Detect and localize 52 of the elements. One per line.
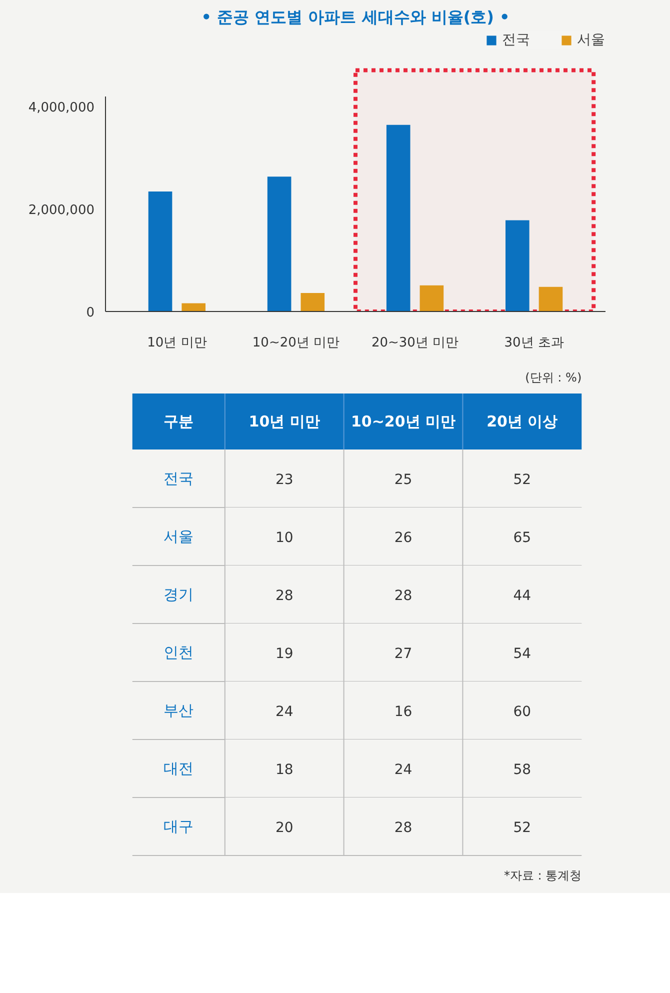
bar (538, 286, 563, 312)
data-label: 58 (513, 762, 532, 778)
x-tick-label: 20~30년 미만 (371, 336, 459, 350)
data-label: 23 (275, 472, 294, 488)
data-label: 52 (513, 820, 532, 836)
data-label: 44 (513, 588, 532, 604)
y-tick-label: 서울 (164, 528, 194, 546)
data-label: 20 (275, 820, 294, 836)
y-tick-label: 경기 (164, 586, 194, 604)
bar (300, 293, 325, 312)
data-label: 28 (394, 820, 412, 836)
x-tick-label: 10~20년 미만 (350, 412, 456, 430)
data-label: 28 (275, 588, 294, 604)
text: (단위 : %) (525, 370, 582, 384)
y-tick-label: 인천 (164, 644, 194, 662)
y-tick-label: 2,000,000 (28, 202, 95, 218)
y-tick-label: 0 (86, 306, 95, 320)
x-tick-label: 20년 이상 (486, 412, 558, 430)
bar (386, 124, 410, 312)
chart-title: • 준공 연도별 아파트 세대수와 비율(호) • (201, 8, 510, 26)
y-tick-label: 대전 (164, 760, 194, 778)
y-tick-label: 전국 (164, 470, 194, 488)
data-label: 19 (275, 646, 294, 662)
y-axis-title: 구분 (164, 412, 194, 430)
data-label: 52 (513, 472, 532, 488)
data-label: 60 (513, 704, 532, 720)
bar (148, 192, 172, 312)
x-tick-label: 10~20년 미만 (252, 336, 340, 350)
text: *자료 : 통계청 (504, 868, 582, 882)
data-label: 18 (275, 762, 294, 778)
data-label: 24 (394, 762, 412, 778)
data-label: 26 (394, 530, 412, 546)
bar (420, 285, 444, 312)
data-label: 24 (275, 704, 294, 720)
bar (182, 303, 206, 312)
data-label: 10 (275, 530, 294, 546)
legend-label: 서울 (577, 31, 605, 49)
data-label: 27 (394, 646, 412, 662)
legend-label: 전국 (502, 31, 530, 49)
x-tick-label: 30년 초과 (504, 336, 564, 350)
x-tick-label: 10년 미만 (248, 412, 320, 430)
y-tick-label: 부산 (164, 702, 194, 720)
data-label: 28 (394, 588, 412, 604)
x-tick-label: 10년 미만 (147, 336, 207, 350)
y-tick-label: 4,000,000 (28, 100, 95, 116)
data-label: 54 (513, 646, 532, 662)
data-label: 25 (394, 472, 412, 488)
bar (267, 176, 292, 312)
data-label: 16 (394, 704, 412, 720)
bar (506, 220, 530, 312)
data-label: 65 (513, 530, 532, 546)
y-tick-label: 대구 (164, 818, 194, 836)
